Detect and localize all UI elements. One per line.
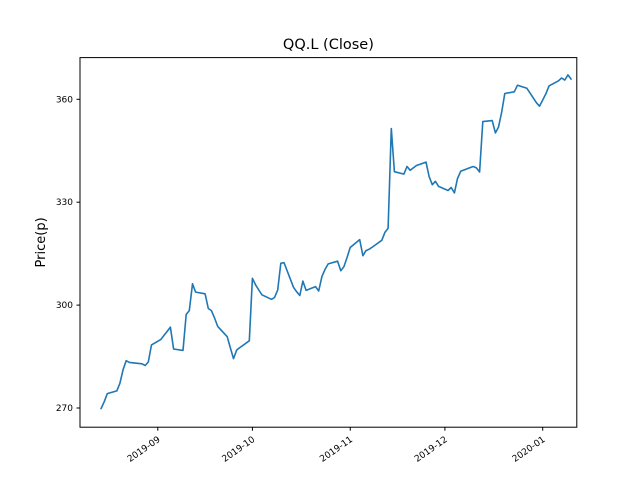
x-tick-label: 2019-12 (413, 435, 450, 465)
axes-frame (79, 57, 578, 428)
price-line (100, 74, 572, 410)
y-tick-label: 360 (56, 95, 73, 105)
y-tick-label: 270 (56, 404, 73, 414)
x-tick-label: 2020-01 (511, 435, 548, 465)
y-tick-label: 300 (56, 301, 73, 311)
x-tick-label: 2019-09 (126, 435, 163, 465)
x-axis-ticks: 2019-09 2019-10 2019-11 2019-12 2020-01 (126, 427, 547, 465)
x-tick-label: 2019-11 (318, 435, 355, 465)
y-tick-label: 330 (56, 198, 73, 208)
y-axis-ticks: 270 300 330 360 (56, 95, 80, 414)
chart-title: QQ.L (Close) (283, 37, 374, 53)
y-axis-label: Price(p) (34, 217, 49, 267)
x-tick-label: 2019-10 (221, 435, 258, 465)
